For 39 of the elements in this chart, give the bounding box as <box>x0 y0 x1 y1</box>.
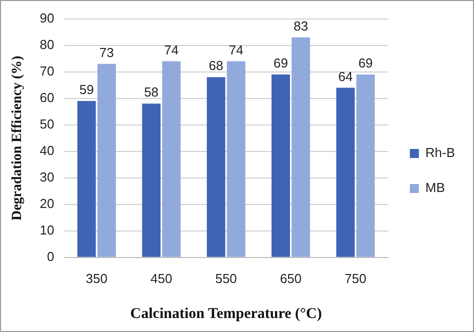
bar <box>226 61 246 257</box>
legend-label: MB <box>425 180 445 196</box>
data-label: 73 <box>99 44 114 60</box>
x-tick-label: 750 <box>344 270 366 286</box>
bar <box>162 61 181 257</box>
x-axis-title: Calcination Temperature (°C) <box>130 306 322 322</box>
y-tick-label: 90 <box>40 10 54 26</box>
data-label: 69 <box>274 56 288 71</box>
y-tick-label: 50 <box>40 116 54 132</box>
data-label: 83 <box>294 18 308 34</box>
y-tick-label: 60 <box>40 90 54 105</box>
x-tick-label: 550 <box>215 270 237 286</box>
bar <box>206 77 226 257</box>
y-tick-label: 30 <box>40 169 54 184</box>
x-tick-label: 350 <box>86 270 108 286</box>
data-label: 58 <box>144 84 159 100</box>
bar <box>356 74 375 257</box>
data-label: 69 <box>358 56 373 71</box>
data-label: 74 <box>164 42 179 58</box>
bar <box>142 104 161 257</box>
data-label: 68 <box>208 58 224 74</box>
bar <box>292 37 310 257</box>
bar <box>77 100 96 257</box>
y-tick-label: 10 <box>40 222 54 238</box>
legend-label: Rh-B <box>425 145 456 160</box>
bar <box>97 64 116 257</box>
data-label: 74 <box>228 42 244 58</box>
data-label: 59 <box>79 82 94 98</box>
y-tick-label: 20 <box>40 196 54 211</box>
y-axis-title: Degradation Efficiency (%) <box>10 55 26 221</box>
y-tick-label: 80 <box>40 36 54 52</box>
bar <box>336 88 355 257</box>
bar <box>272 74 290 257</box>
y-tick-label: 0 <box>47 248 54 264</box>
y-tick-label: 40 <box>40 142 54 158</box>
x-tick-label: 450 <box>150 270 172 286</box>
data-label: 64 <box>338 68 353 84</box>
y-tick-label: 70 <box>40 63 54 78</box>
x-tick-label: 650 <box>280 270 302 286</box>
